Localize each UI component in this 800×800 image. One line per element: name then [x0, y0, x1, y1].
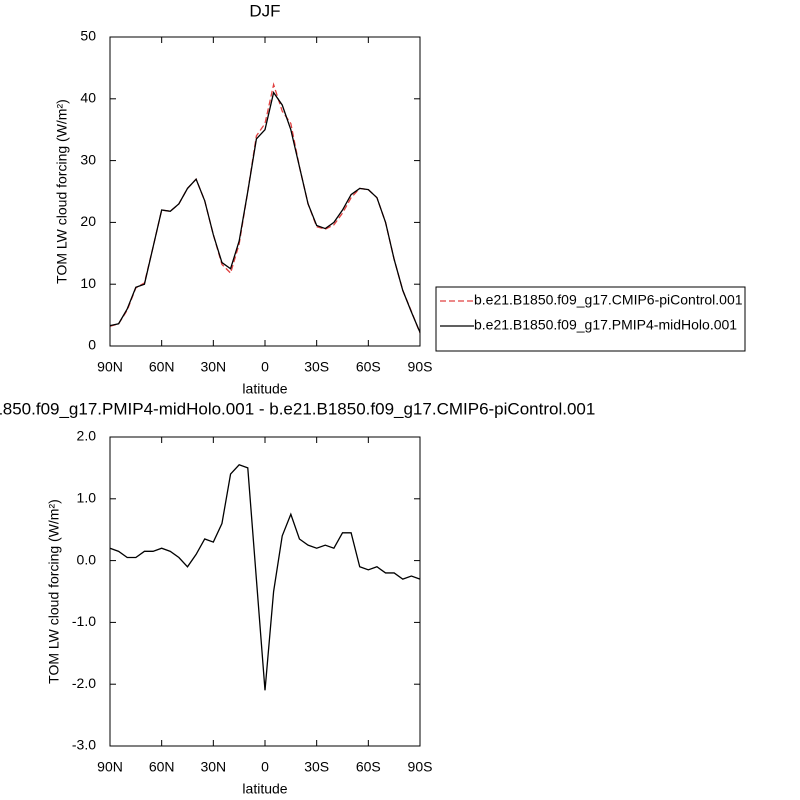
x-tick-label: 30S — [304, 359, 329, 375]
y-tick-label: 1.0 — [77, 490, 97, 506]
legend-label: b.e21.B1850.f09_g17.CMIP6-piControl.001 — [474, 292, 743, 308]
y-axis-label: TOM LW cloud forcing (W/m²) — [46, 499, 62, 684]
y-tick-label: 50 — [80, 28, 96, 44]
y-tick-label: 0.0 — [77, 551, 97, 567]
legend-label: b.e21.B1850.f09_g17.PMIP4-midHolo.001 — [474, 317, 737, 333]
x-tick-label: 60S — [356, 759, 381, 775]
y-tick-label: -1.0 — [72, 613, 96, 629]
x-tick-label: 90S — [408, 759, 433, 775]
x-tick-label: 60N — [149, 759, 175, 775]
legend-box — [435, 286, 746, 352]
y-tick-label: 2.0 — [77, 428, 97, 444]
data-line — [109, 82, 421, 334]
data-line — [109, 464, 421, 691]
y-tick-label: -3.0 — [72, 737, 96, 753]
y-tick-label: 10 — [80, 275, 96, 291]
plot-frame — [109, 36, 421, 347]
chart-title: DJF — [249, 1, 280, 20]
x-axis-label: latitude — [242, 781, 287, 797]
x-tick-label: 60S — [356, 359, 381, 375]
x-axis-label: latitude — [242, 381, 287, 397]
x-tick-label: 90N — [97, 359, 123, 375]
data-line — [109, 91, 421, 333]
y-tick-label: 0 — [88, 337, 96, 353]
x-tick-label: 30N — [200, 359, 226, 375]
x-tick-label: 30N — [200, 759, 226, 775]
y-tick-label: 20 — [80, 213, 96, 229]
x-tick-label: 30S — [304, 759, 329, 775]
chart-title: b.e21.B1850.f09_g17.PMIP4-midHolo.001 - … — [0, 399, 595, 418]
y-tick-label: 30 — [80, 151, 96, 167]
plot-frame — [109, 436, 421, 747]
x-tick-label: 90S — [408, 359, 433, 375]
y-tick-label: 40 — [80, 90, 96, 106]
x-tick-label: 0 — [261, 359, 269, 375]
x-tick-label: 90N — [97, 759, 123, 775]
x-tick-label: 60N — [149, 359, 175, 375]
y-tick-label: -2.0 — [72, 675, 96, 691]
y-axis-label: TOM LW cloud forcing (W/m²) — [54, 99, 70, 284]
x-tick-label: 0 — [261, 759, 269, 775]
